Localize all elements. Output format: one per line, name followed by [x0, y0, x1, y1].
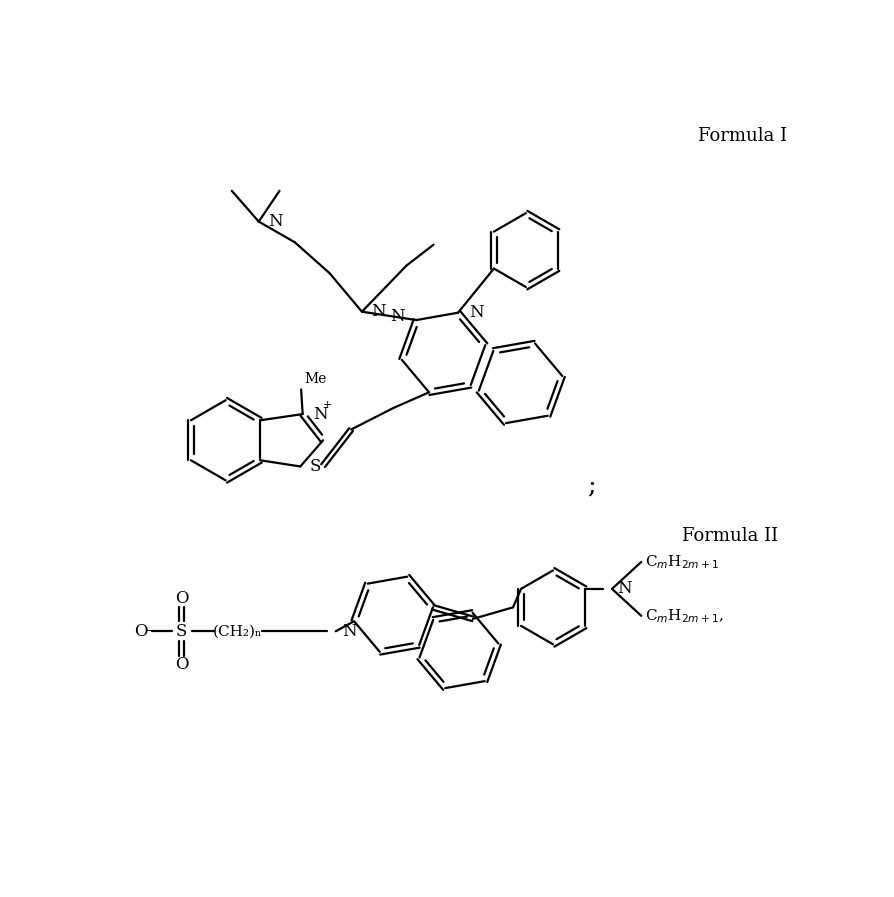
Text: S: S: [176, 623, 188, 640]
Text: N: N: [468, 304, 484, 321]
Text: O: O: [134, 623, 148, 640]
Text: C$_m$H$_{2m+1}$: C$_m$H$_{2m+1}$: [645, 553, 719, 570]
Text: N: N: [268, 213, 283, 231]
Text: N: N: [371, 303, 386, 320]
Text: (CH₂)ₙ: (CH₂)ₙ: [213, 624, 263, 639]
Text: Formula I: Formula I: [697, 126, 787, 145]
Text: −: −: [146, 626, 155, 636]
Text: N: N: [342, 623, 357, 640]
Text: N: N: [390, 308, 405, 325]
Text: O: O: [175, 589, 189, 606]
Text: +: +: [323, 400, 332, 410]
Text: N: N: [314, 405, 328, 422]
Text: Me: Me: [304, 371, 326, 386]
Text: N: N: [617, 580, 631, 597]
Text: ;: ;: [587, 473, 595, 498]
Text: Formula II: Formula II: [682, 527, 779, 545]
Text: S: S: [309, 458, 321, 475]
Text: O: O: [175, 656, 189, 673]
Text: C$_m$H$_{2m+1}$,: C$_m$H$_{2m+1}$,: [645, 607, 724, 624]
